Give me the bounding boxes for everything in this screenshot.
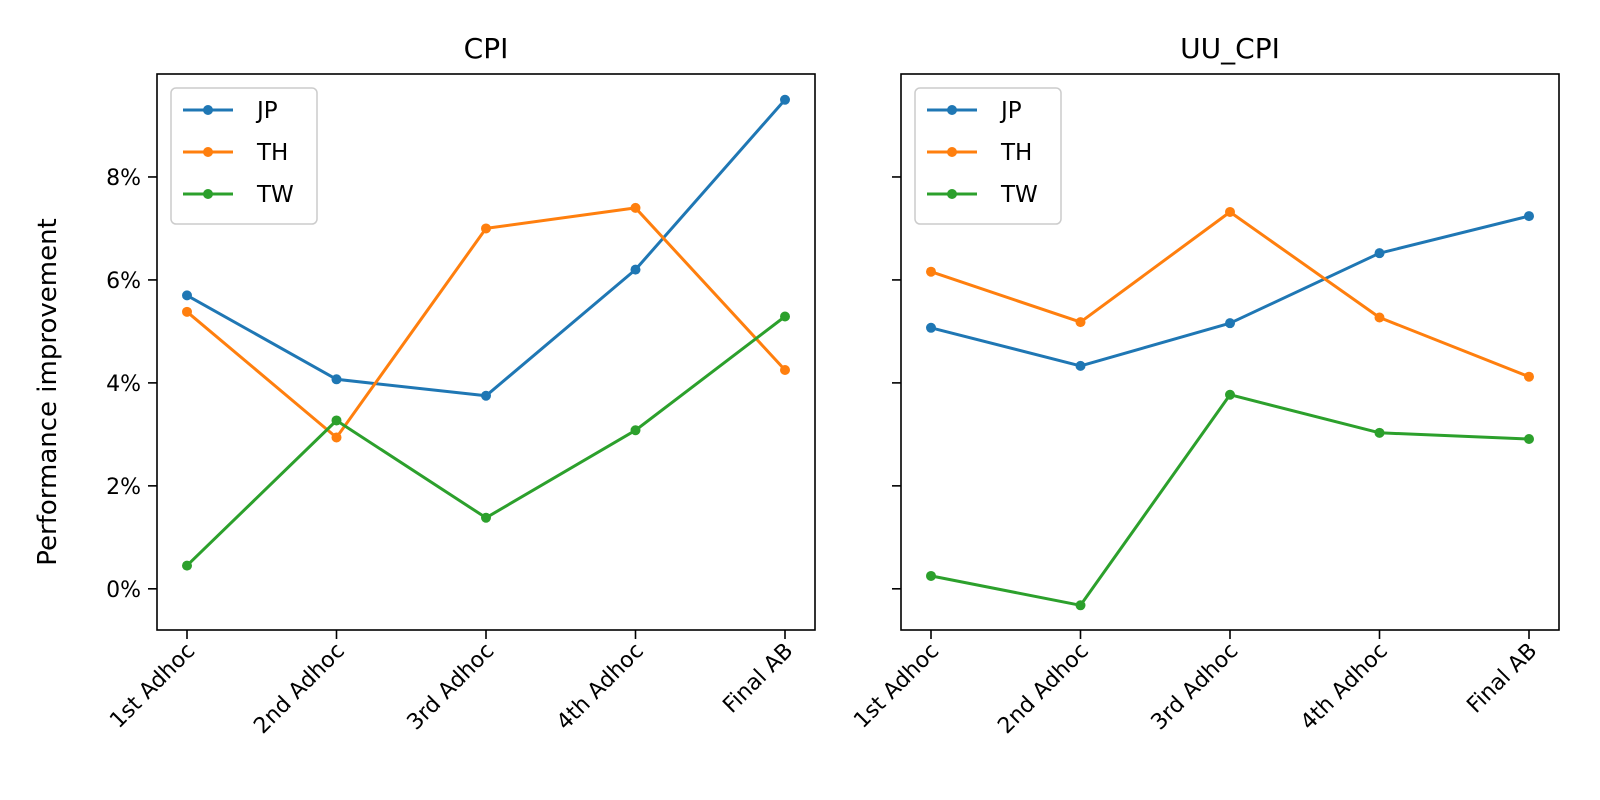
x-tick-label: 4th Adhoc [1296,639,1393,736]
point-th [1374,312,1385,323]
point-jp [331,374,342,385]
plot-frame [156,73,816,631]
x-tick-label: 2nd Adhoc [249,639,349,739]
chart-title: UU_CPI [1180,32,1280,65]
series-line-tw [930,393,1530,607]
y-tick-label: 8% [106,166,141,191]
point-tw [1374,427,1385,438]
series-line-tw [185,315,786,567]
point-th [1225,206,1235,217]
legend-box [170,87,318,225]
y-tick-label: 6% [106,269,141,294]
x-tick-label: 3rd Adhoc [1147,639,1244,736]
legend-marker-tw [947,189,957,199]
legend-marker-tw [203,189,213,199]
chart-uu-cpi: UU_CPI 1st Adhoc 2nd Adhoc 3rd Adhoc 4th Adh… [849,32,1560,739]
x-tick-label: 2nd Adhoc [993,639,1093,739]
plot-frame [900,73,1560,631]
chart-title: CPI [464,32,509,65]
legend-marker-th [203,147,213,157]
x-tick-label: Final AB [718,639,798,719]
legend-marker-th [947,147,957,157]
point-jp [926,322,936,333]
point-tw [780,311,790,322]
point-tw [630,425,641,436]
y-axis-label: Performance improvement [33,218,63,565]
point-th [182,306,192,317]
point-tw [331,415,342,426]
legend-marker-jp [947,105,957,115]
point-jp [1524,211,1534,222]
legend: JP TH TW [170,87,318,225]
x-tick-label: 3rd Adhoc [403,639,500,736]
y-tick-label: 2% [106,475,141,500]
series-line-th [186,206,787,439]
point-tw [481,512,491,523]
y-tick-label: 0% [106,578,141,603]
point-jp [630,264,641,275]
legend-box [914,87,1062,225]
point-tw [1524,434,1534,445]
point-jp [1374,248,1385,259]
x-tick-label: Final AB [1462,639,1542,719]
x-tick-label: 1st Adhoc [105,639,200,734]
y-tick-label: 4% [106,372,141,397]
point-th [630,202,641,213]
legend-marker-jp [203,105,213,115]
legend: JP TH TW [914,87,1062,225]
legend-label-jp: JP [255,98,278,124]
chart-cpi: CPI 0% 2% 4% 6% 8% 1st Adhoc 2nd Adhoc 3rd Adhoc… [105,32,816,739]
point-th [926,266,936,277]
point-jp [481,390,491,401]
legend-label-th: TH [1000,140,1032,166]
point-jp [1075,360,1086,371]
point-th [481,223,491,234]
point-tw [1225,389,1235,400]
point-tw [1075,600,1086,611]
series-line-jp [930,214,1530,368]
point-tw [182,560,192,571]
legend-label-tw: TW [1000,182,1038,208]
point-th [780,365,790,376]
point-jp [1225,318,1235,329]
point-tw [926,570,936,581]
point-th [331,432,342,443]
point-jp [780,94,790,105]
point-th [1524,371,1534,382]
x-tick-label: 4th Adhoc [552,639,649,736]
x-tick-label: 1st Adhoc [849,639,944,734]
point-jp [182,290,192,301]
legend-label-jp: JP [999,98,1022,124]
point-th [1075,317,1086,328]
legend-label-tw: TW [256,182,294,208]
legend-label-th: TH [256,140,288,166]
